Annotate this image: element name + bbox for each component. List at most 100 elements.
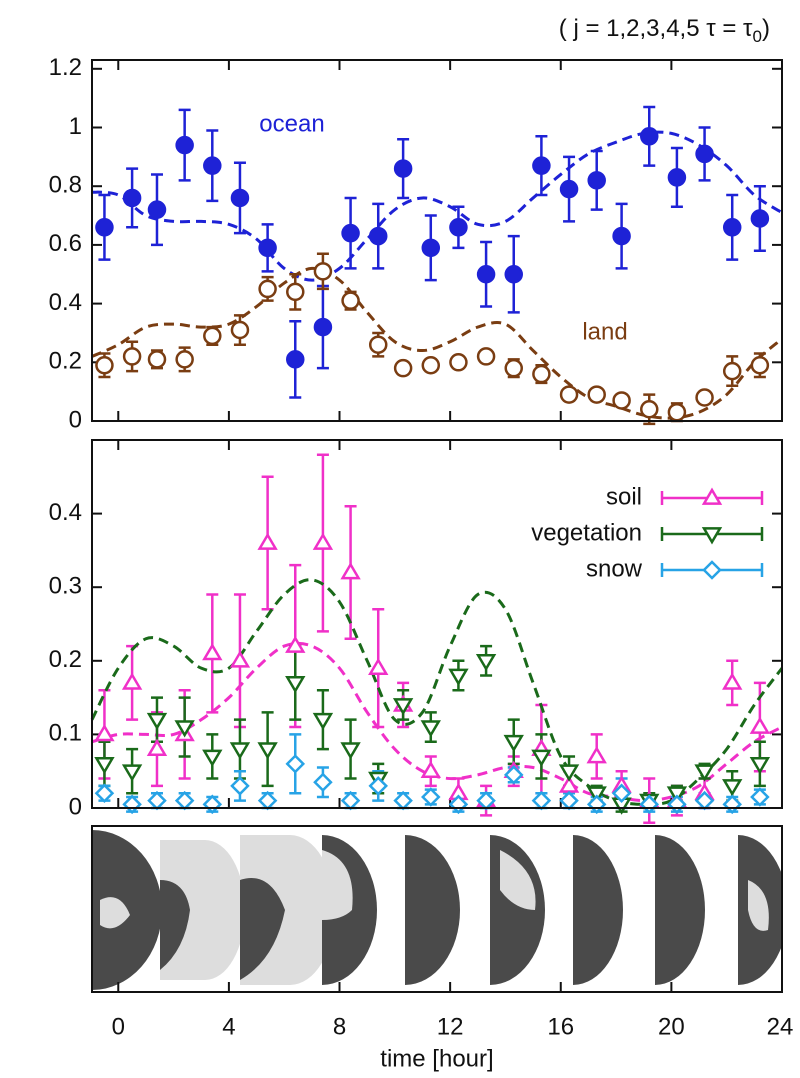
plot-area [91,105,783,426]
point [420,720,441,738]
globe-ocean [240,878,285,980]
x-tick-label: 12 [437,1013,464,1040]
point [559,790,579,811]
point [559,179,579,199]
point [258,238,277,258]
y-tick-label: 0.3 [49,573,82,600]
point [475,653,497,672]
point [421,787,441,807]
point [229,650,251,668]
x-tick-label: 16 [547,1013,574,1040]
point [340,790,361,811]
point [202,642,223,661]
point [587,171,606,190]
globe [573,835,623,985]
point [532,364,551,384]
point [393,790,413,811]
point [174,790,195,811]
point [257,790,278,811]
point [313,262,333,281]
point [420,760,441,779]
series-label: ocean [259,110,324,137]
point [94,756,115,775]
legend-marker [702,560,722,580]
point [695,388,714,407]
point [640,127,659,146]
point [532,156,551,175]
annotation-text: ( j = 1,2,3,4,5 τ = τ [559,15,753,42]
globe [405,835,460,985]
point [750,209,770,228]
point [286,350,305,369]
point [286,282,305,302]
point [368,226,388,246]
y-tick-label: 0.6 [49,230,82,257]
legend-marker [701,527,723,545]
point [587,385,606,404]
y-tick-label: 0.2 [49,348,82,375]
globe [490,835,545,985]
point [559,385,579,404]
y-tick-label: 0.2 [49,646,82,673]
globe-land [322,850,353,920]
point [175,350,194,369]
point [313,772,333,793]
point [667,402,687,422]
point [122,347,142,366]
annotation-sub: 0 [753,27,762,46]
point [285,635,306,653]
point [421,238,441,258]
legend-marker [701,487,723,505]
point [695,144,714,164]
point [503,765,524,785]
x-tick-label: 0 [112,1013,125,1040]
globe [160,840,245,980]
point [531,790,552,811]
point [122,188,142,208]
legend-label: soil [606,483,642,510]
point [368,657,389,676]
point [229,742,251,760]
point [449,218,468,237]
point [504,358,523,378]
x-tick-label: 20 [658,1013,685,1040]
point [341,223,360,243]
y-tick-label: 0.4 [49,289,82,316]
plot-area [90,453,784,824]
x-tick-label: 24 [767,1013,794,1040]
point [147,790,167,811]
model-curve [91,130,783,282]
point [122,794,142,815]
point [504,265,523,284]
point [312,712,334,731]
point [667,168,687,187]
point [202,749,223,767]
y-tick-label: 0.1 [49,720,82,747]
point [750,787,770,807]
point [146,712,168,731]
point [174,720,195,738]
point [312,532,334,550]
point [722,218,742,237]
globe-land [500,850,536,910]
point [146,738,168,756]
point [694,764,715,782]
point [722,672,743,690]
x-axis-label: time [hour] [380,1045,493,1072]
globe-ocean [160,880,190,970]
point [175,135,194,155]
point [750,355,770,375]
globe-land [748,880,769,931]
annotation: ( j = 1,2,3,4,5 τ = τ0) [559,15,770,46]
point [230,776,250,796]
annotation-end: ) [762,15,770,42]
y-tick-label: 1 [69,113,82,140]
point [586,746,607,764]
point [340,742,361,760]
point [285,754,306,774]
point [368,776,389,796]
point [257,532,278,550]
point [257,742,278,760]
point [503,734,524,753]
legend-label: vegetation [531,519,642,546]
